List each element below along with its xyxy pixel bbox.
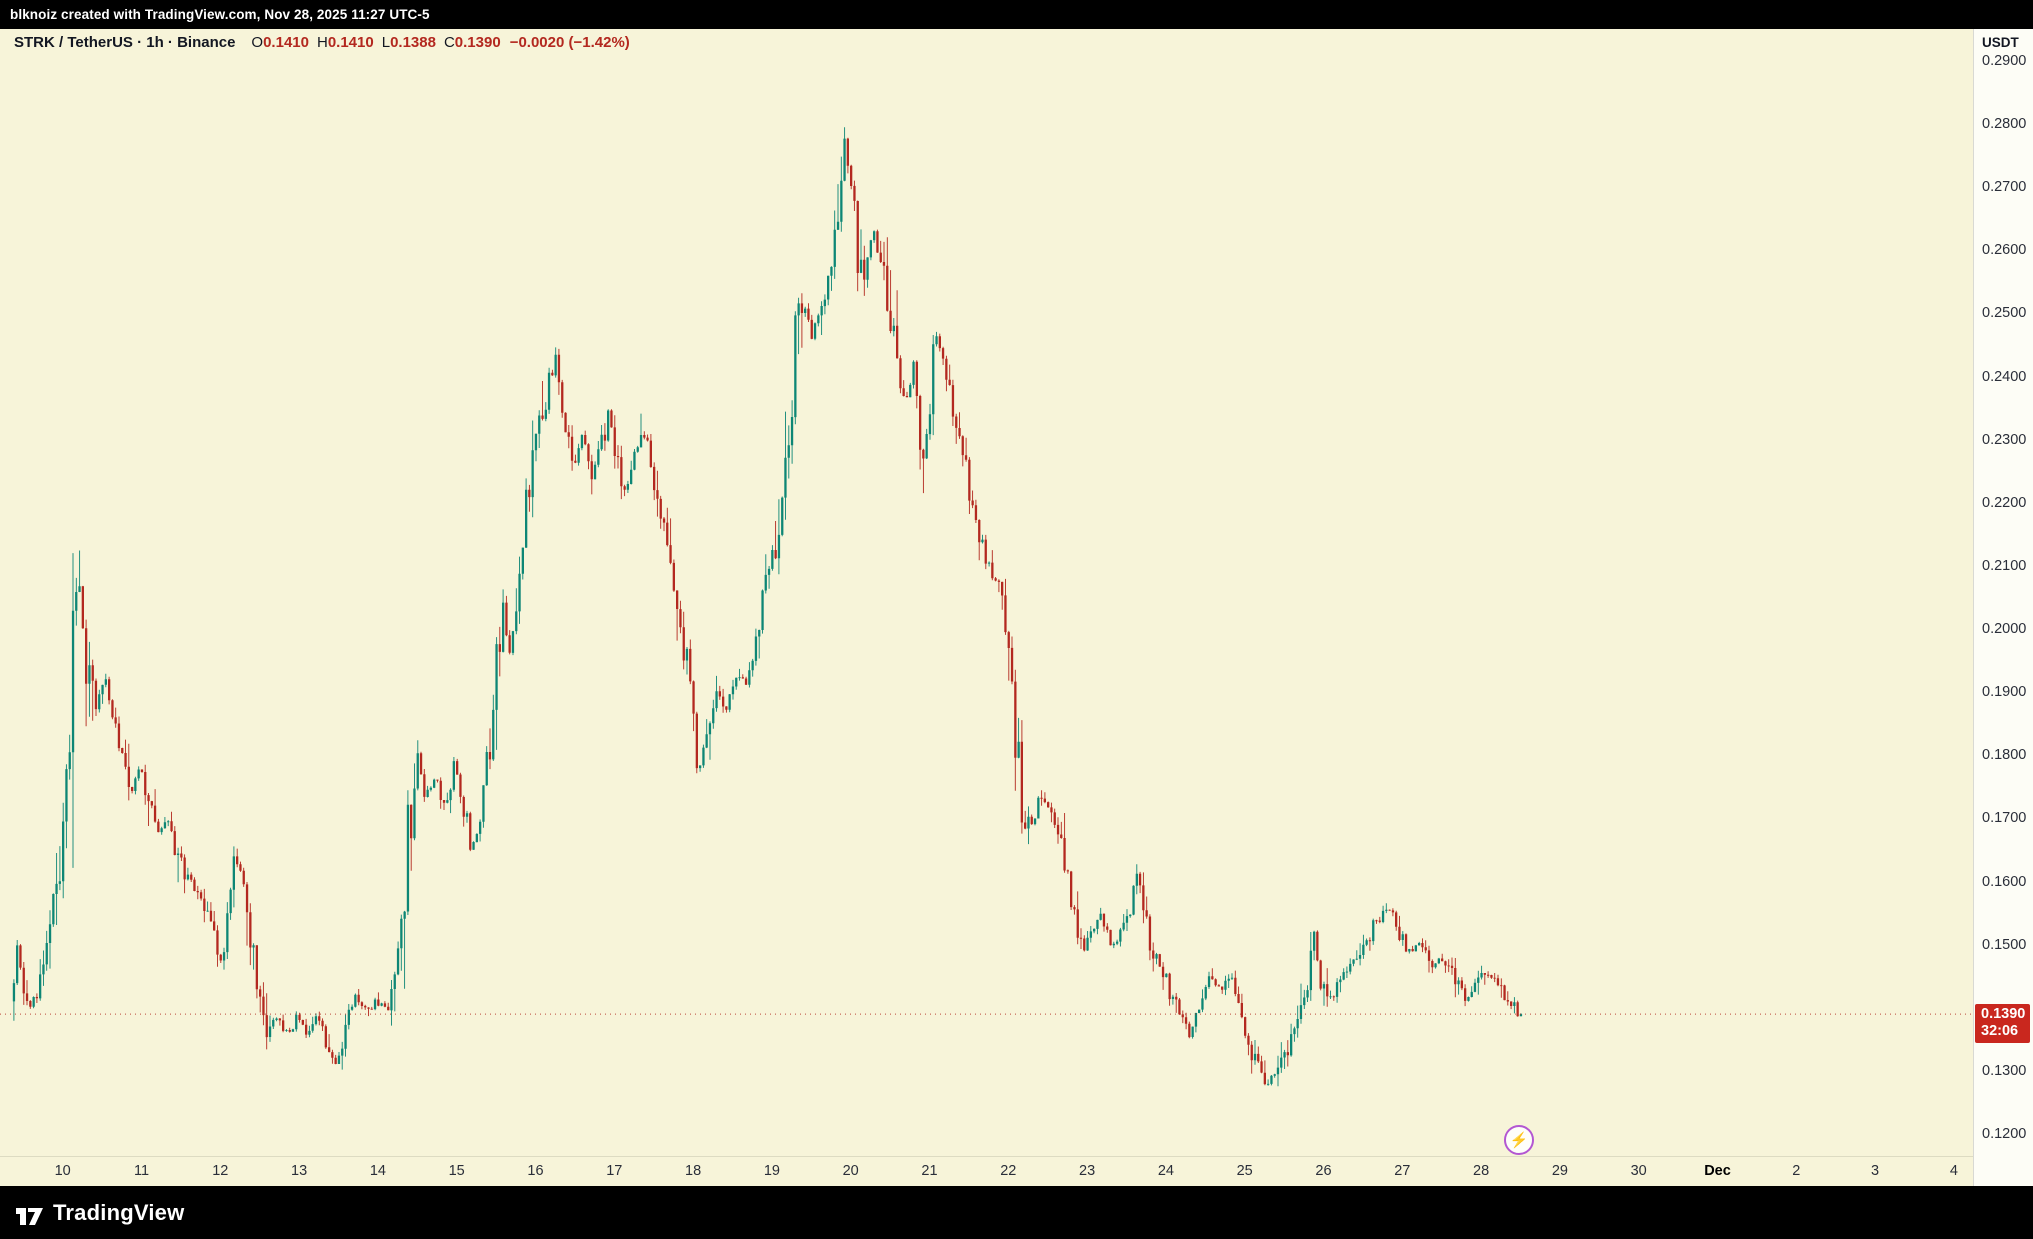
ohlc-value: 0.1410 — [263, 34, 309, 51]
price-tick-label: 0.1700 — [1982, 810, 2027, 827]
time-tick-label: Dec — [1704, 1163, 1731, 1179]
time-tick-label: 23 — [1079, 1163, 1096, 1179]
price-tick-label: 0.2700 — [1982, 179, 2027, 196]
symbol-title[interactable]: STRK / TetherUS · 1h · Binance — [14, 34, 236, 51]
ohlc-values: O0.1410 H0.1410 L0.1388 C0.1390 — [243, 34, 500, 51]
price-tick-label: 0.2600 — [1982, 242, 2027, 259]
time-tick-label: 27 — [1394, 1163, 1411, 1179]
attribution-bar: blknoiz created with TradingView.com, No… — [0, 0, 2033, 29]
time-tick-label: 3 — [1871, 1163, 1880, 1179]
time-tick-label: 4 — [1949, 1163, 1958, 1179]
price-tick-label: 0.2800 — [1982, 116, 2027, 133]
time-tick-label: 22 — [1000, 1163, 1017, 1179]
tradingview-logo-mark-icon — [16, 1207, 43, 1225]
time-tick-label: 14 — [369, 1163, 386, 1179]
ohlc-value: 0.1390 — [454, 34, 501, 51]
time-tick-label: 19 — [763, 1163, 780, 1179]
price-tick-label: 0.2300 — [1982, 431, 2027, 448]
ohlc-value: 0.1410 — [327, 34, 374, 51]
price-tick-label: 0.1200 — [1982, 1126, 2027, 1143]
ohlc-label: L — [381, 34, 391, 51]
ohlc-label: O — [251, 34, 264, 51]
price-tick-label: 0.1300 — [1982, 1062, 2027, 1079]
price-tick-label: 0.2500 — [1982, 305, 2027, 322]
time-tick-label: 24 — [1157, 1163, 1174, 1179]
price-axis-unit: USDT — [1982, 35, 2019, 50]
symbol-info-row[interactable]: STRK / TetherUS · 1h · Binance O0.1410 H0.… — [14, 34, 630, 51]
branding-bar: TradingView — [0, 1186, 2033, 1239]
time-tick-label: 20 — [842, 1163, 859, 1179]
bar-countdown: 32:06 — [1981, 1023, 2019, 1040]
price-tick-label: 0.2100 — [1982, 557, 2027, 574]
price-change: −0.0020 (−1.42%) — [509, 34, 630, 51]
price-tick-label: 0.2400 — [1982, 368, 2027, 385]
time-tick-label: 29 — [1551, 1163, 1568, 1179]
time-tick-label: 26 — [1315, 1163, 1332, 1179]
price-tick-label: 0.1900 — [1982, 684, 2027, 701]
last-price-badge: 0.1390 32:06 — [1975, 1004, 2030, 1044]
price-tick-label: 0.1500 — [1982, 936, 2027, 953]
ohlc-label: C — [443, 34, 455, 51]
time-tick-label: 18 — [685, 1163, 702, 1179]
price-tick-label: 0.2200 — [1982, 494, 2027, 511]
time-tick-label: 12 — [212, 1163, 229, 1179]
time-tick-label: 15 — [448, 1163, 465, 1179]
price-tick-label: 0.2000 — [1982, 621, 2027, 638]
time-tick-label: 10 — [54, 1163, 71, 1179]
candlestick-chart[interactable] — [0, 29, 1973, 1156]
ohlc-value: 0.1388 — [390, 34, 436, 51]
ohlc-label: H — [316, 34, 328, 51]
time-tick-label: 17 — [606, 1163, 623, 1179]
attribution-text: blknoiz created with TradingView.com, No… — [10, 7, 430, 22]
last-price-value: 0.1390 — [1981, 1006, 2026, 1023]
time-tick-label: 13 — [291, 1163, 308, 1179]
time-tick-label: 11 — [133, 1163, 150, 1179]
time-tick-label: 2 — [1792, 1163, 1801, 1179]
tradingview-logo-text: TradingView — [53, 1199, 185, 1225]
time-tick-label: 28 — [1473, 1163, 1490, 1179]
tradingview-logo[interactable]: TradingView — [16, 1200, 184, 1226]
price-tick-label: 0.1600 — [1982, 873, 2027, 890]
time-tick-label: 30 — [1630, 1163, 1647, 1179]
time-tick-label: 16 — [527, 1163, 544, 1179]
time-tick-label: 21 — [921, 1163, 938, 1179]
price-tick-label: 0.1800 — [1982, 747, 2027, 764]
time-axis[interactable]: 10 11 12 13 14 15 16 17 18 19 20 21 22 23 24 25 26 27 28 29… — [0, 1156, 1973, 1186]
time-tick-label: 25 — [1236, 1163, 1253, 1179]
chart-plot-area[interactable]: STRK / TetherUS · 1h · Binance O0.1410 H0.… — [0, 29, 1973, 1156]
price-tick-label: 0.2900 — [1982, 53, 2027, 69]
price-axis[interactable]: USDT 0.1390 32:06 0.2900 0.2800 0.2700 0.26… — [1973, 29, 2033, 1186]
lightning-emoji-icon[interactable]: ⚡ — [1504, 1125, 1534, 1155]
